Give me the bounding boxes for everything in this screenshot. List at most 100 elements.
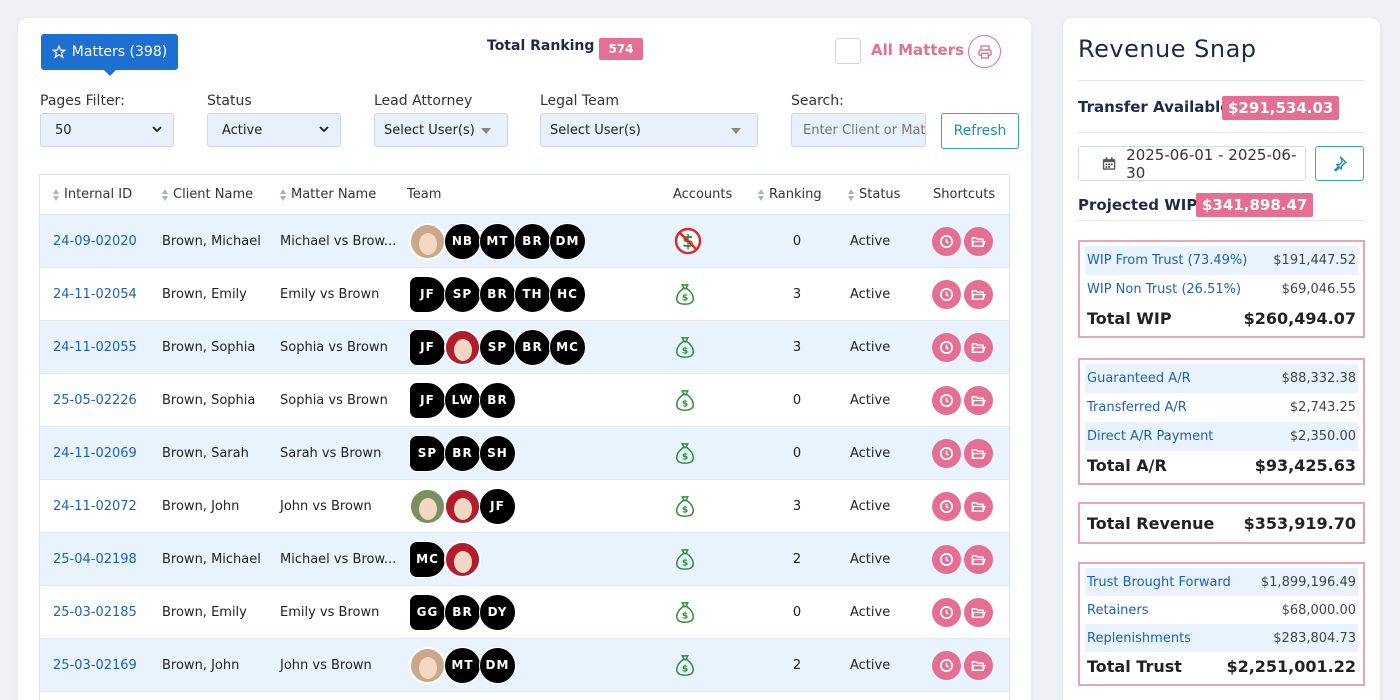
team-member-avatar[interactable]: DY xyxy=(479,593,516,631)
clock-shortcut-button[interactable] xyxy=(932,544,961,574)
internal-id-link[interactable]: 24-11-02069 xyxy=(53,445,137,461)
clock-shortcut-button[interactable] xyxy=(932,332,961,362)
clock-shortcut-button[interactable] xyxy=(932,491,961,521)
search-input[interactable] xyxy=(791,113,926,147)
folder-open-icon xyxy=(971,658,986,673)
money-bag-icon[interactable]: $ xyxy=(674,480,696,532)
legal-team-select[interactable]: Select User(s) xyxy=(540,113,758,147)
internal-id-link[interactable]: 25-03-02185 xyxy=(53,604,137,620)
clock-shortcut-button[interactable] xyxy=(932,279,961,309)
table-row[interactable]: 24-11-02069 Brown, Sarah Sarah vs Brown SP B… xyxy=(40,427,1009,480)
folder-shortcut-button[interactable] xyxy=(964,438,993,468)
team-member-avatar[interactable]: SP xyxy=(444,275,481,313)
team-member-avatar[interactable]: TH xyxy=(514,275,551,313)
internal-id-link[interactable]: 25-03-02169 xyxy=(53,657,137,673)
column-header-ranking[interactable]: Ranking xyxy=(758,187,822,202)
no-money-icon[interactable]: $ xyxy=(674,215,702,267)
clock-shortcut-button[interactable] xyxy=(932,385,961,415)
table-row[interactable]: 25-05-02226 Brown, Sophia Sophia vs Brown J… xyxy=(40,374,1009,427)
team-member-avatar[interactable] xyxy=(409,646,446,684)
internal-id-link[interactable]: 24-11-02054 xyxy=(53,286,137,302)
money-bag-icon[interactable]: $ xyxy=(674,268,696,320)
team-member-avatar[interactable]: MC xyxy=(549,328,586,366)
money-bag-icon[interactable]: $ xyxy=(674,586,696,638)
folder-shortcut-button[interactable] xyxy=(964,332,993,362)
column-header-client-name[interactable]: Client Name xyxy=(162,187,253,202)
team-member-avatar[interactable]: JF xyxy=(409,275,446,313)
money-bag-icon[interactable]: $ xyxy=(674,427,696,479)
pin-button[interactable] xyxy=(1315,146,1364,181)
lead-attorney-select[interactable]: Select User(s) xyxy=(374,113,508,147)
matters-table: Internal ID Client Name Matter Name Team… xyxy=(39,174,1010,700)
folder-shortcut-button[interactable] xyxy=(964,491,993,521)
internal-id-link[interactable]: 25-05-02226 xyxy=(53,392,137,408)
money-bag-icon[interactable]: $ xyxy=(674,639,696,691)
folder-shortcut-button[interactable] xyxy=(964,544,993,574)
team-member-avatar[interactable]: MT xyxy=(444,646,481,684)
pages-filter-select[interactable]: 50 xyxy=(40,113,174,147)
team-member-avatar[interactable]: BR xyxy=(444,593,481,631)
internal-id-link[interactable]: 24-09-02020 xyxy=(53,233,137,249)
team-member-avatar[interactable]: BR xyxy=(479,275,516,313)
team-member-avatar[interactable]: GG xyxy=(409,593,446,631)
table-row[interactable]: 24-09-02020 Brown, Michael Michael vs Brow… xyxy=(40,215,1009,268)
team-member-avatar[interactable] xyxy=(444,328,481,366)
money-bag-icon[interactable]: $ xyxy=(674,533,696,585)
team-member-avatar[interactable]: SP xyxy=(409,434,446,472)
replenishments-line: Replenishments $283,804.73 xyxy=(1085,624,1358,652)
money-bag-icon[interactable]: $ xyxy=(674,374,696,426)
team-member-avatar[interactable] xyxy=(444,540,481,578)
team-member-avatar[interactable]: MC xyxy=(409,540,446,578)
team-member-avatar[interactable] xyxy=(444,487,481,525)
shortcuts xyxy=(932,268,993,320)
internal-id-link[interactable]: 25-04-02198 xyxy=(53,551,137,567)
team-member-avatar[interactable]: JF xyxy=(409,381,446,419)
team-member-avatar[interactable]: JF xyxy=(409,328,446,366)
table-row[interactable]: 25-04-02198 Brown, Michael Michael vs Brow… xyxy=(40,533,1009,586)
team-member-avatar[interactable]: BR xyxy=(514,222,551,260)
date-range-picker[interactable]: 2025-06-01 - 2025-06-30 xyxy=(1078,146,1306,182)
team-member-avatar[interactable]: LW xyxy=(444,381,481,419)
table-row[interactable]: 24-11-02054 Brown, Emily Emily vs Brown JF S… xyxy=(40,268,1009,321)
team-member-avatar[interactable]: BR xyxy=(479,381,516,419)
clock-shortcut-button[interactable] xyxy=(932,438,961,468)
money-bag-icon[interactable]: $ xyxy=(674,321,696,373)
team-member-avatar[interactable]: SP xyxy=(479,328,516,366)
team-member-avatar[interactable]: JF xyxy=(479,487,516,525)
team-member-avatar[interactable]: BR xyxy=(514,328,551,366)
folder-shortcut-button[interactable] xyxy=(964,597,993,627)
team-member-avatar[interactable]: SH xyxy=(479,434,516,472)
folder-shortcut-button[interactable] xyxy=(964,226,993,256)
table-row[interactable]: 25-03-02185 Brown, Emily Emily vs Brown GG B… xyxy=(40,586,1009,639)
total-revenue-group: Total Revenue $353,919.70 xyxy=(1078,502,1365,544)
all-matters-checkbox[interactable] xyxy=(835,38,861,64)
refresh-button[interactable]: Refresh xyxy=(941,113,1019,149)
team-member-avatar[interactable] xyxy=(409,222,446,260)
column-header-status[interactable]: Status xyxy=(848,187,900,202)
table-row[interactable]: 25-03-02169 Brown, John John vs Brown MT DM $… xyxy=(40,639,1009,692)
internal-id-link[interactable]: 24-11-02072 xyxy=(53,498,137,514)
team-member-avatar[interactable]: DM xyxy=(549,222,586,260)
team-member-avatar[interactable]: DM xyxy=(479,646,516,684)
team-member-avatar[interactable] xyxy=(409,487,446,525)
clock-shortcut-button[interactable] xyxy=(932,597,961,627)
folder-shortcut-button[interactable] xyxy=(964,385,993,415)
table-row[interactable]: 24-11-02055 Brown, Sophia Sophia vs Brown J… xyxy=(40,321,1009,374)
column-header-internal-id[interactable]: Internal ID xyxy=(53,187,132,202)
internal-id-link[interactable]: 24-11-02055 xyxy=(53,339,137,355)
clock-shortcut-button[interactable] xyxy=(932,226,961,256)
clock-shortcut-button[interactable] xyxy=(932,650,961,680)
folder-shortcut-button[interactable] xyxy=(964,650,993,680)
team-member-avatar[interactable]: HC xyxy=(549,275,586,313)
status-select[interactable]: Active xyxy=(207,113,341,147)
all-matters-label[interactable]: All Matters xyxy=(871,41,965,59)
matters-button[interactable]: Matters (398) xyxy=(41,34,178,76)
team-member-avatar[interactable]: BR xyxy=(444,434,481,472)
column-header-matter-name[interactable]: Matter Name xyxy=(280,187,376,202)
team-member-avatar[interactable]: MT xyxy=(479,222,516,260)
team-member-avatar[interactable]: NB xyxy=(444,222,481,260)
print-button[interactable] xyxy=(968,35,1001,68)
table-row[interactable]: 24-11-02072 Brown, John John vs Brown JF $3 A… xyxy=(40,480,1009,533)
lead-attorney-label: Lead Attorney xyxy=(374,93,473,109)
folder-shortcut-button[interactable] xyxy=(964,279,993,309)
